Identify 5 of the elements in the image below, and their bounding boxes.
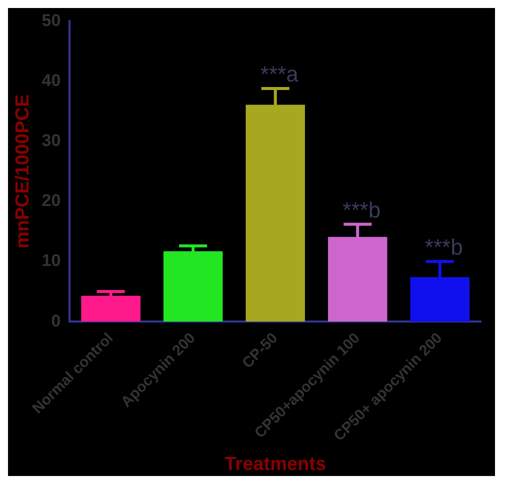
annotation: ***b (424, 234, 463, 260)
annotation: ***b (342, 197, 381, 222)
annotation: ***a (260, 62, 300, 87)
x-axis-title: Treatments (224, 454, 326, 475)
y-axis-title: mnPCE/1000PCE (12, 94, 34, 248)
